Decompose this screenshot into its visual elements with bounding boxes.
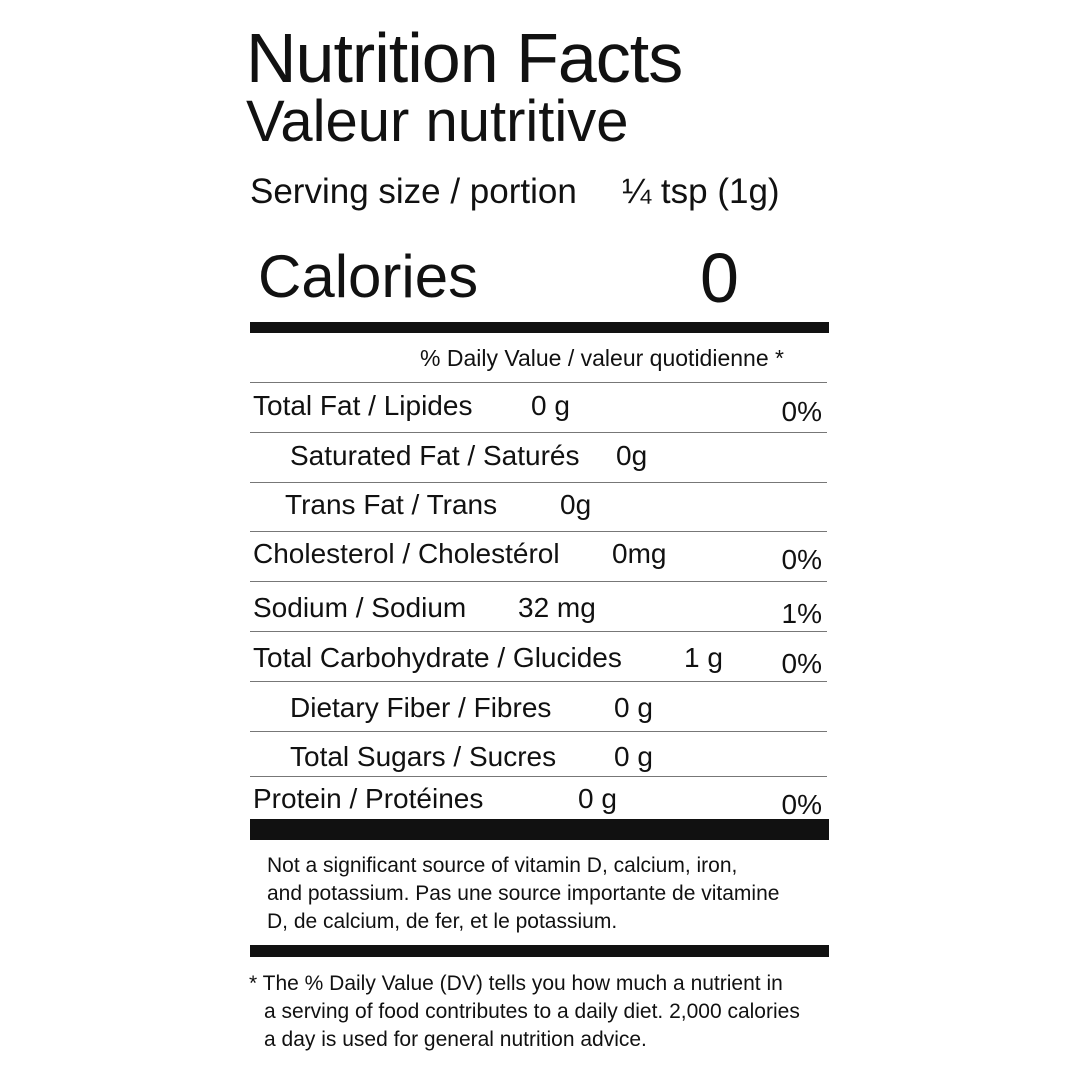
nutrient-label: Total Carbohydrate / Glucides — [253, 642, 622, 673]
serving-value: ¼ tsp (1g) — [622, 172, 780, 211]
title-fr: Valeur nutritive — [246, 89, 629, 154]
divider — [250, 382, 827, 383]
divider — [250, 631, 827, 632]
nutrient-label: Total Sugars / Sucres — [290, 741, 557, 772]
divider — [250, 432, 827, 433]
divider — [250, 482, 827, 483]
divider — [250, 731, 827, 732]
nutrient-label: Dietary Fiber / Fibres — [290, 692, 552, 723]
divider — [250, 681, 827, 682]
nutrient-label: Cholesterol / Cholestérol — [253, 538, 560, 569]
thick-divider — [250, 945, 829, 957]
title: Nutrition Facts — [246, 19, 683, 97]
nutrient-amount: 32 mg — [518, 592, 596, 623]
nutrient-dv: 0% — [781, 544, 822, 575]
nutrient-dv: 0% — [781, 648, 822, 679]
divider — [250, 581, 827, 582]
footnote-line: a serving of food contributes to a daily… — [264, 1000, 800, 1023]
serving-label: Serving size / portion — [250, 172, 577, 211]
nutrient-amount: 0g — [616, 440, 648, 471]
nutrient-label: Sodium / Sodium — [253, 592, 467, 623]
divider — [250, 776, 827, 777]
thick-divider — [250, 819, 829, 840]
nutrient-label: Saturated Fat / Saturés — [290, 440, 580, 471]
calories-value: 0 — [700, 239, 739, 317]
note-line: Not a significant source of vitamin D, c… — [267, 854, 738, 877]
nutrient-amount: 0 g — [578, 783, 617, 814]
note-line: and potassium. Pas une source importante… — [267, 882, 780, 905]
nutrient-amount: 0 g — [531, 390, 570, 421]
nutrient-dv: 0% — [781, 396, 822, 427]
nutrient-amount: 0 g — [614, 692, 653, 723]
footnote-line: * The % Daily Value (DV) tells you how m… — [249, 972, 783, 995]
footnote-line: a day is used for general nutrition advi… — [264, 1028, 647, 1051]
nutrient-label: Trans Fat / Trans — [285, 489, 498, 520]
dv-header: % Daily Value / valeur quotidienne * — [420, 345, 784, 371]
nutrient-amount: 1 g — [684, 642, 723, 673]
nutrient-dv: 1% — [781, 598, 822, 629]
thick-divider — [250, 322, 829, 333]
nutrient-label: Total Fat / Lipides — [253, 390, 473, 421]
divider — [250, 531, 827, 532]
nutrient-label: Protein / Protéines — [253, 783, 484, 814]
nutrient-dv: 0% — [781, 789, 822, 820]
calories-label: Calories — [258, 243, 479, 310]
note-line: D, de calcium, de fer, et le potassium. — [267, 910, 618, 933]
nutrient-amount: 0 g — [614, 741, 653, 772]
nutrient-amount: 0mg — [612, 538, 667, 569]
note: Not a significant source of vitamin D, c… — [267, 852, 779, 936]
footnote: * The % Daily Value (DV) tells you how m… — [249, 970, 800, 1054]
nutrient-amount: 0g — [560, 489, 592, 520]
